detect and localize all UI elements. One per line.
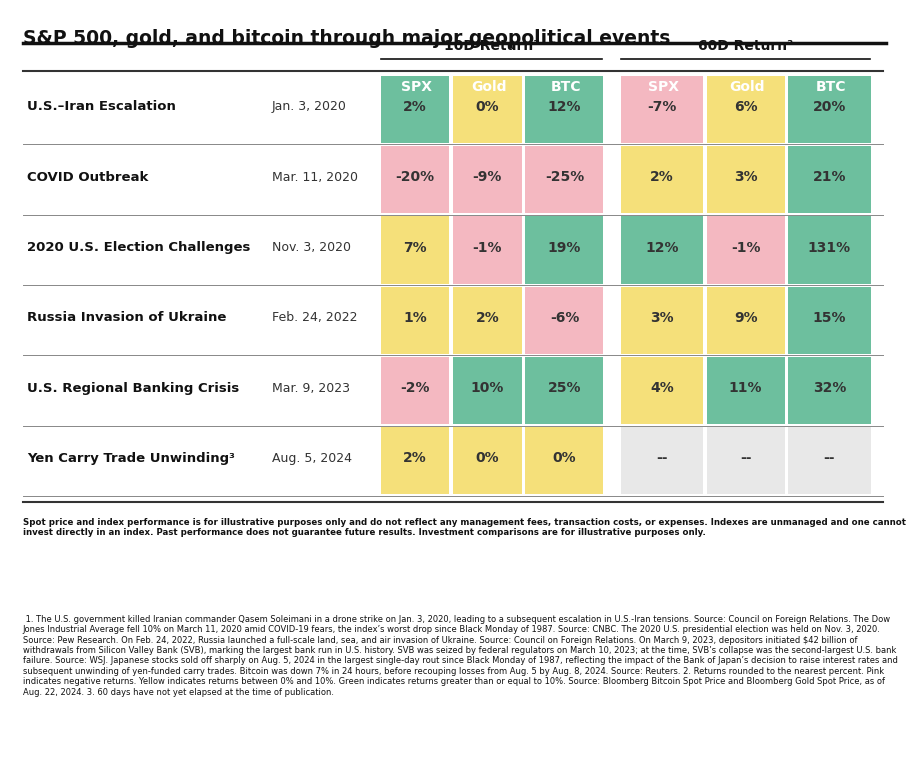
Text: 9%: 9%: [734, 311, 757, 325]
Text: Date¹: Date¹: [272, 80, 315, 95]
Text: -6%: -6%: [550, 311, 579, 325]
Text: 60D Return²: 60D Return²: [698, 39, 793, 53]
Text: 1. The U.S. government killed Iranian commander Qasem Soleimani in a drone strik: 1. The U.S. government killed Iranian co…: [23, 615, 898, 697]
Text: -25%: -25%: [545, 170, 584, 184]
Text: -2%: -2%: [400, 381, 429, 395]
Text: -1%: -1%: [731, 241, 760, 255]
Text: -1%: -1%: [473, 241, 502, 255]
Text: 20%: 20%: [813, 100, 846, 114]
Text: Yen Carry Trade Unwinding³: Yen Carry Trade Unwinding³: [27, 452, 235, 465]
Text: 0%: 0%: [553, 451, 576, 465]
Text: 0%: 0%: [476, 100, 499, 114]
Text: 25%: 25%: [548, 381, 581, 395]
Text: 4%: 4%: [650, 381, 674, 395]
Text: 19%: 19%: [548, 241, 581, 255]
Text: --: --: [656, 451, 668, 465]
Text: -20%: -20%: [395, 170, 435, 184]
Text: --: --: [824, 451, 835, 465]
Text: SPX: SPX: [401, 80, 432, 95]
Text: COVID Outbreak: COVID Outbreak: [27, 171, 149, 184]
Text: BTC: BTC: [816, 80, 846, 95]
Text: 21%: 21%: [813, 170, 846, 184]
Text: 11%: 11%: [729, 381, 762, 395]
Text: 131%: 131%: [808, 241, 851, 255]
Text: Aug. 5, 2024: Aug. 5, 2024: [272, 452, 352, 465]
Text: -7%: -7%: [647, 100, 677, 114]
Text: Russia Invasion of Ukraine: Russia Invasion of Ukraine: [27, 312, 226, 324]
Text: 7%: 7%: [403, 241, 427, 255]
Text: 1%: 1%: [403, 311, 427, 325]
Text: Nov. 3, 2020: Nov. 3, 2020: [272, 241, 351, 254]
Text: 12%: 12%: [645, 241, 679, 255]
Text: SPX: SPX: [648, 80, 680, 95]
Text: 6%: 6%: [734, 100, 757, 114]
Text: Jan. 3, 2020: Jan. 3, 2020: [272, 101, 347, 113]
Text: U.S.–Iran Escalation: U.S.–Iran Escalation: [27, 101, 176, 113]
Text: 15%: 15%: [813, 311, 846, 325]
Text: Gold: Gold: [471, 80, 507, 95]
Text: U.S. Regional Banking Crisis: U.S. Regional Banking Crisis: [27, 382, 239, 394]
Text: 2%: 2%: [403, 451, 427, 465]
Text: 2020 U.S. Election Challenges: 2020 U.S. Election Challenges: [27, 241, 251, 254]
Text: Mar. 9, 2023: Mar. 9, 2023: [272, 382, 350, 394]
Text: 10D Return²: 10D Return²: [444, 39, 539, 53]
Text: 3%: 3%: [650, 311, 674, 325]
Text: Event: Event: [32, 80, 76, 95]
Text: Gold: Gold: [729, 80, 766, 95]
Text: 3%: 3%: [734, 170, 757, 184]
Text: 32%: 32%: [813, 381, 846, 395]
Text: S&P 500, gold, and bitcoin through major geopolitical events: S&P 500, gold, and bitcoin through major…: [23, 29, 670, 48]
Text: -9%: -9%: [473, 170, 502, 184]
Text: --: --: [740, 451, 751, 465]
Text: 2%: 2%: [476, 311, 499, 325]
Text: 10%: 10%: [471, 381, 504, 395]
Text: 2%: 2%: [403, 100, 427, 114]
Text: Spot price and index performance is for illustrative purposes only and do not re: Spot price and index performance is for …: [23, 518, 906, 537]
Text: Feb. 24, 2022: Feb. 24, 2022: [272, 312, 357, 324]
Text: Mar. 11, 2020: Mar. 11, 2020: [272, 171, 358, 184]
Text: 0%: 0%: [476, 451, 499, 465]
Text: 12%: 12%: [548, 100, 581, 114]
Text: BTC: BTC: [551, 80, 582, 95]
Text: 2%: 2%: [650, 170, 674, 184]
